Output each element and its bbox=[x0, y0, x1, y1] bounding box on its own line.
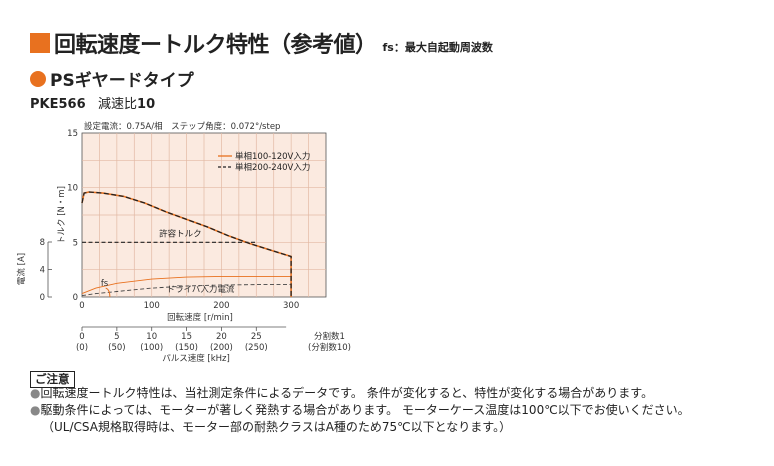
caution-note-3: （UL/CSA規格取得時は、モーター部の耐熱クラスはA種のため75℃以下となりま… bbox=[42, 420, 512, 434]
caution-tag: ご注意 bbox=[30, 371, 75, 388]
pulse-tick-label: 0 bbox=[79, 332, 84, 342]
speed-tick-label: 200 bbox=[213, 301, 229, 311]
speed-tick-label: 100 bbox=[144, 301, 160, 311]
pulse-axis-label: パルス速度 [kHz] bbox=[162, 353, 230, 364]
bullet-circle-icon bbox=[30, 70, 46, 87]
pulse-tick-label: 5 bbox=[114, 332, 119, 342]
pulse-tick-label: 15 bbox=[181, 332, 192, 342]
ratio-value: 10 bbox=[137, 97, 156, 112]
torque-tick-label: 5 bbox=[73, 238, 78, 248]
driver-current-label: ドライバ入力電流 bbox=[167, 284, 235, 295]
caution-note-1: ●回転速度ートルク特性は、当社測定条件によるデータです。 条件が変化すると、特性… bbox=[30, 386, 654, 400]
caution-note-2: ●駆動条件によっては、モーターが著しく発熱する場合があります。 モーターケース温… bbox=[30, 403, 690, 417]
current-tick-label: 4 bbox=[40, 266, 45, 276]
pulse-tick-sub-label: (50) bbox=[108, 343, 125, 353]
torque-axis-label: トルク [N・m] bbox=[57, 186, 67, 244]
current-tick-label: 0 bbox=[40, 293, 45, 303]
pulse-tick-label: 20 bbox=[216, 332, 227, 342]
current-tick-label: 8 bbox=[40, 238, 45, 248]
pulse-tick-label: 10 bbox=[146, 332, 157, 342]
chart-condition-label: 設定電流：0.75A/相 ステップ角度：0.072°/step bbox=[84, 121, 280, 132]
pulse-tick-sub-label: (250) bbox=[245, 343, 268, 353]
torque-tick-label: 10 bbox=[67, 184, 78, 194]
pulse-division-10-label: (分割数10) bbox=[308, 342, 351, 353]
section-header: 回転速度ートルク特性（参考値） fs：最大自起動周波数 bbox=[30, 30, 493, 58]
pulse-division-1-label: 分割数1 bbox=[314, 331, 345, 342]
driver-current-curve-1 bbox=[81, 275, 292, 295]
speed-axis-label: 回転速度 [r/min] bbox=[167, 312, 233, 323]
pulse-tick-sub-label: (200) bbox=[210, 343, 233, 353]
speed-tick-label: 300 bbox=[283, 301, 299, 311]
torque-tick-label: 0 bbox=[73, 293, 78, 303]
section-title: 回転速度ートルク特性（参考値） bbox=[54, 33, 377, 58]
legend-label-2: 単相200-240V入力 bbox=[235, 162, 310, 173]
ratio-label: 減速比 bbox=[98, 97, 138, 112]
fs-marker-curve bbox=[105, 287, 111, 298]
caution-box: ご注意 bbox=[30, 368, 75, 388]
model-line: PKE566 減速比10 bbox=[30, 93, 155, 112]
current-axis-label: 電流 [A] bbox=[16, 253, 27, 285]
subsection-header: PSギヤードタイプ bbox=[30, 66, 194, 91]
pulse-tick-label: 25 bbox=[251, 332, 262, 342]
legend-label-1: 単相100-120V入力 bbox=[235, 151, 310, 162]
speed-tick-label: 0 bbox=[79, 301, 84, 311]
pulse-tick-sub-label: (150) bbox=[175, 343, 198, 353]
pulse-tick-sub-label: (100) bbox=[140, 343, 163, 353]
torque-tick-label: 15 bbox=[67, 129, 78, 139]
pulse-tick-sub-label: (0) bbox=[76, 343, 88, 353]
model-name: PKE566 bbox=[30, 97, 86, 112]
fs-label: fs bbox=[101, 279, 109, 289]
driver-current-curve-2 bbox=[81, 284, 292, 297]
torque-curve-2 bbox=[81, 191, 292, 297]
fs-note: fs：最大自起動周波数 bbox=[382, 41, 493, 54]
permissible-torque-label: 許容トルク bbox=[159, 228, 202, 239]
section-marker-square bbox=[30, 33, 50, 53]
subsection-title: PSギヤードタイプ bbox=[50, 71, 194, 91]
